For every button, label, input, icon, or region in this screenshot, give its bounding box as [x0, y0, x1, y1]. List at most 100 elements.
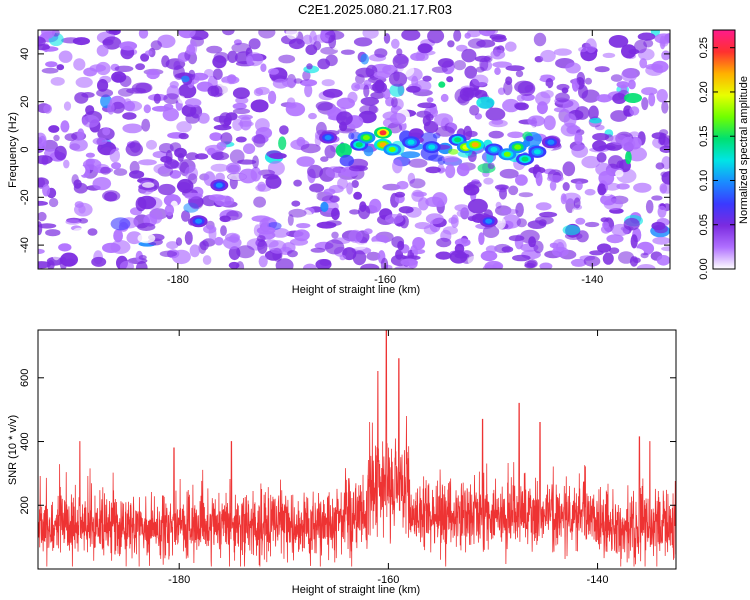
heatmap-cell: [610, 110, 628, 122]
heatmap-cell: [43, 104, 52, 114]
heatmap-cell: [321, 79, 335, 87]
heatmap-cell: [135, 63, 146, 71]
heatmap-cell: [251, 215, 271, 222]
heatmap-cell: [549, 180, 557, 191]
heatmap-cell: [271, 228, 290, 238]
heatmap-cell: [328, 34, 337, 49]
heatmap-cell: [525, 135, 534, 142]
heatmap-cell: [571, 144, 589, 158]
heatmap-cell: [45, 229, 61, 237]
colorbar-label: Normalized spectral amplitude: [738, 76, 750, 224]
heatmap-cell: [478, 232, 485, 246]
colorbar-tick-label: 0.25: [698, 37, 710, 58]
heatmap-cell: [279, 125, 289, 135]
heatmap-cell: [461, 48, 477, 63]
heatmap-cell: [113, 229, 123, 243]
heatmap-cell: [574, 106, 590, 120]
heatmap-cell: [389, 83, 405, 97]
heatmap-cell: [551, 246, 569, 257]
heatmap-cell: [633, 257, 641, 264]
heatmap-cell: [77, 128, 85, 140]
heatmap-cell: [310, 247, 326, 253]
heatmap-cell: [207, 85, 220, 97]
heatmap-cell: [307, 164, 323, 179]
heatmap-cell: [291, 200, 301, 207]
heatmap-cell: [366, 241, 386, 247]
heatmap-cell: [394, 265, 414, 269]
heatmap-cell: [508, 235, 525, 242]
snr-x-axis-label: Height of straight line (km): [292, 584, 420, 596]
heatmap-cell: [310, 191, 318, 200]
heatmap-cell: [102, 39, 114, 46]
heatmap-cell: [604, 182, 621, 191]
heatmap-cell: [476, 96, 495, 109]
heatmap-cell: [414, 222, 431, 230]
heatmap-cell: [562, 224, 581, 236]
heatmap-cell: [592, 133, 610, 141]
heatmap-cell: [624, 93, 642, 103]
heatmap-cell: [660, 183, 670, 194]
heatmap-cell: [337, 128, 357, 134]
heatmap-cell: [625, 150, 632, 165]
heatmap-cell: [60, 252, 78, 267]
heatmap-cell: [602, 221, 609, 229]
snr-y-axis: 600 400 200: [19, 369, 676, 514]
heatmap-cell: [302, 34, 313, 45]
heatmap-cell: [208, 226, 217, 241]
heatmap-cell: [533, 240, 544, 254]
heatmap-cell: [105, 30, 118, 35]
heatmap-cell: [164, 159, 179, 169]
heatmap-cell: [203, 69, 214, 78]
heatmap-cell: [146, 139, 157, 150]
heatmap-cell: [161, 55, 170, 68]
heatmap-cell: [60, 120, 70, 133]
heatmap-cell: [228, 261, 240, 269]
colorbar-ticks: 0.00 0.05 0.10 0.15 0.20 0.25: [698, 37, 735, 280]
colorbar-tick-label: 0.10: [698, 170, 710, 191]
heatmap-cell: [621, 44, 637, 59]
heatmap-cell: [454, 204, 470, 212]
heatmap-cell: [536, 84, 549, 92]
heatmap-cell: [616, 183, 630, 190]
heatmap-cell: [533, 32, 547, 47]
heatmap-cell: [505, 41, 517, 52]
heatmap-cell: [246, 55, 254, 66]
heatmap-cell: [576, 71, 586, 86]
heatmap-cell: [335, 143, 352, 158]
colorbar: 0.00 0.05 0.10 0.15 0.20 0.25 Normalized spec…: [698, 29, 750, 280]
heatmap-cell: [258, 255, 268, 268]
heatmap-cell: [100, 166, 111, 175]
heatmap-cell: [400, 151, 421, 159]
heatmap-hotspot: [362, 135, 370, 141]
heatmap-cell: [153, 93, 161, 104]
heatmap-cell: [585, 38, 597, 54]
heatmap-cell: [346, 182, 353, 195]
heatmap-cell: [54, 145, 67, 161]
heatmap-cell: [111, 162, 122, 170]
heatmap-cell: [397, 240, 405, 251]
heatmap-cell: [636, 264, 656, 269]
heatmap-cell: [325, 166, 344, 178]
colorbar-tick-label: 0.05: [698, 214, 710, 235]
heatmap-cell: [72, 37, 90, 46]
heatmap-cell: [253, 88, 264, 97]
heatmap-cell: [220, 225, 227, 237]
heatmap-cell: [484, 260, 504, 269]
heatmap-cell: [606, 234, 624, 244]
heatmap-cell: [91, 256, 107, 267]
heatmap-cell: [353, 191, 362, 200]
heatmap-hotspot: [379, 142, 387, 148]
heatmap-cell: [566, 262, 573, 269]
heatmap-cell: [456, 163, 470, 177]
heatmap-cell: [517, 124, 536, 133]
heatmap-cell: [114, 65, 134, 73]
heatmap-cell: [189, 40, 198, 56]
heatmap-cell: [163, 103, 174, 111]
heatmap-cell: [483, 177, 494, 185]
heatmap-cell: [494, 67, 501, 75]
heatmap-cell: [129, 160, 140, 175]
heatmap-cell: [446, 76, 454, 83]
heatmap-cell: [352, 241, 368, 250]
heatmap-cell: [447, 40, 455, 48]
